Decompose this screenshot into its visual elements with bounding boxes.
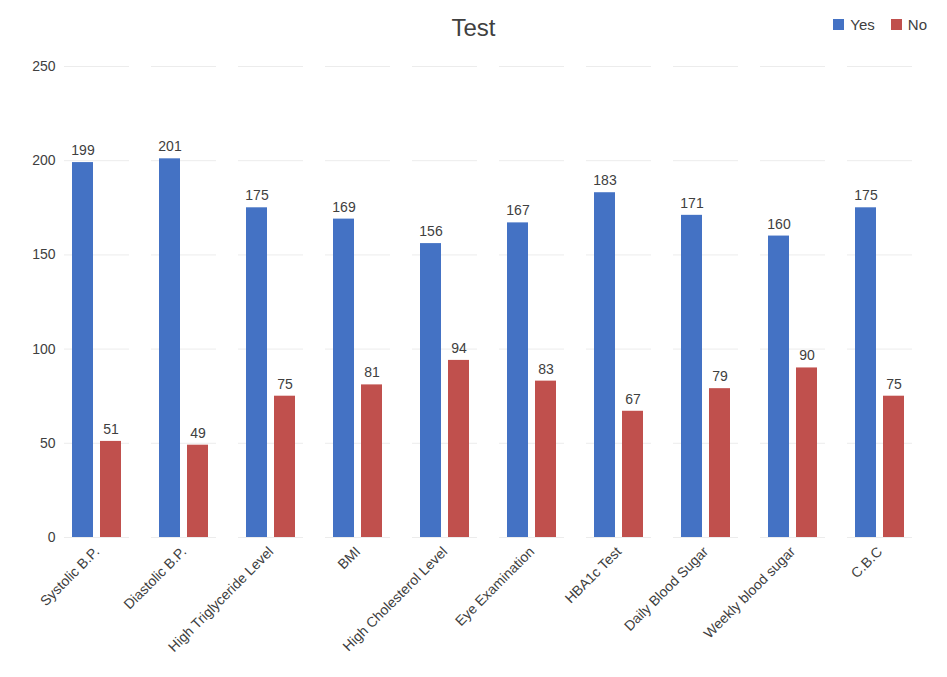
svg-text:75: 75: [277, 376, 293, 392]
svg-text:160: 160: [767, 216, 791, 232]
svg-text:200: 200: [32, 152, 56, 168]
svg-text:67: 67: [625, 391, 641, 407]
svg-text:250: 250: [32, 58, 56, 74]
svg-text:156: 156: [419, 223, 443, 239]
svg-text:183: 183: [593, 172, 617, 188]
svg-text:79: 79: [712, 368, 728, 384]
svg-text:167: 167: [506, 202, 530, 218]
svg-text:HBA1c Test: HBA1c Test: [561, 543, 624, 606]
svg-text:High Triglyceride Level: High Triglyceride Level: [165, 543, 276, 654]
svg-text:175: 175: [854, 187, 878, 203]
html-text:No: No: [907, 16, 927, 33]
svg-text:Diastolic B.P.: Diastolic B.P.: [120, 543, 189, 612]
svg-text:BMI: BMI: [334, 543, 363, 572]
svg-text:Eye Examination: Eye Examination: [452, 543, 538, 629]
svg-text:201: 201: [158, 138, 182, 154]
svg-text:171: 171: [680, 195, 704, 211]
html-text:Yes: Yes: [850, 16, 875, 33]
svg-text:High Cholesterol Level: High Cholesterol Level: [339, 543, 450, 654]
svg-text:199: 199: [71, 142, 95, 158]
svg-text:50: 50: [40, 435, 56, 451]
svg-text:Weekly blood sugar: Weekly blood sugar: [700, 543, 798, 641]
html-text:Test: Test: [451, 14, 496, 41]
svg-text:C.B.C: C.B.C: [848, 543, 886, 581]
svg-text:0: 0: [48, 529, 56, 545]
svg-text:Daily Blood Sugar: Daily Blood Sugar: [621, 543, 712, 634]
svg-text:100: 100: [32, 341, 56, 357]
svg-text:83: 83: [538, 361, 554, 377]
svg-text:51: 51: [103, 421, 119, 437]
svg-text:175: 175: [245, 187, 269, 203]
svg-text:49: 49: [190, 425, 206, 441]
svg-text:90: 90: [799, 347, 815, 363]
svg-text:94: 94: [451, 340, 467, 356]
svg-text:75: 75: [886, 376, 902, 392]
svg-text:81: 81: [364, 364, 380, 380]
svg-text:Systolic B.P.: Systolic B.P.: [37, 543, 103, 609]
svg-text:169: 169: [332, 199, 356, 215]
svg-text:150: 150: [32, 246, 56, 262]
